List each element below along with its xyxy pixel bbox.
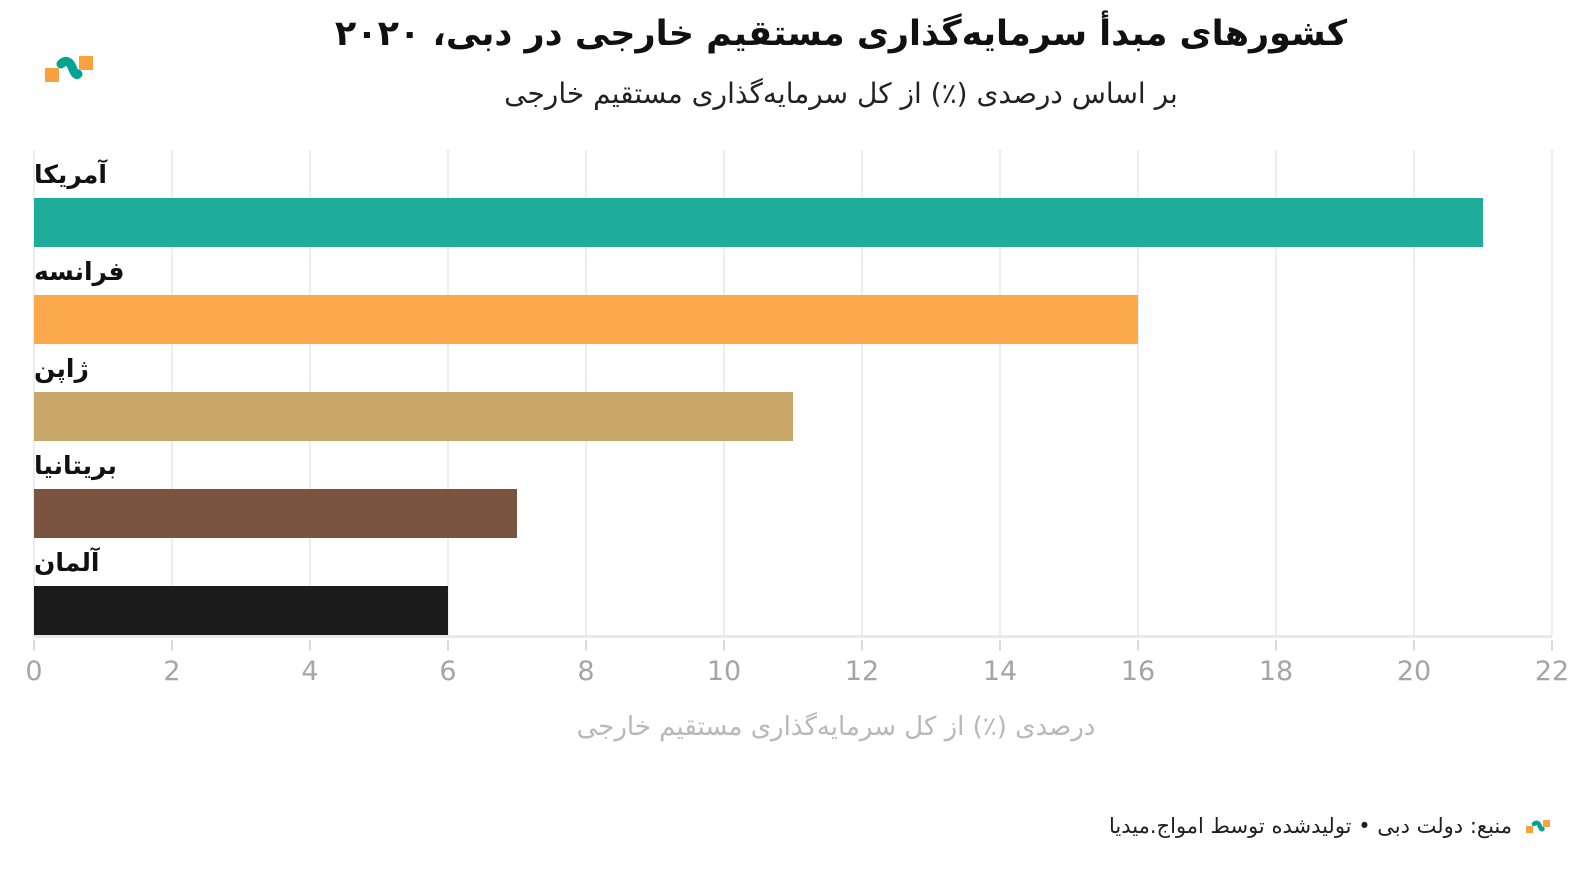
gridline — [861, 150, 863, 635]
tick-mark — [171, 640, 173, 651]
tick-mark — [447, 640, 449, 651]
gridline — [1137, 150, 1139, 635]
bar-label: فرانسه — [34, 257, 125, 286]
plot-area: آمریکا فرانسه ژاپن بریتانیا آلمان — [33, 150, 1553, 638]
chart-subtitle: بر اساس درصدی (٪) از کل سرمایه‌گذاری مست… — [504, 77, 1178, 110]
x-axis-tick-labels: 0 2 4 6 8 10 12 14 16 18 20 22 — [25, 656, 1569, 690]
x-tick-label: 2 — [163, 656, 181, 687]
x-tick-label: 16 — [1120, 656, 1156, 687]
tick-mark — [1551, 640, 1553, 651]
bar-2 — [34, 392, 793, 441]
x-tick-label: 10 — [706, 656, 742, 687]
x-tick-label: 18 — [1258, 656, 1294, 687]
tick-mark — [585, 640, 587, 651]
x-tick-label: 20 — [1396, 656, 1432, 687]
tick-mark — [1275, 640, 1277, 651]
gridline — [1413, 150, 1415, 635]
tick-mark — [1137, 640, 1139, 651]
amwaj-logo-icon — [45, 56, 93, 82]
tick-mark — [1413, 640, 1415, 651]
x-tick-label: 6 — [439, 656, 457, 687]
x-axis-label: درصدی (٪) از کل سرمایه‌گذاری مستقیم خارج… — [576, 712, 1096, 742]
tick-mark — [309, 640, 311, 651]
amwaj-logo-small-icon — [1526, 819, 1550, 833]
tick-mark — [861, 640, 863, 651]
x-tick-label: 8 — [577, 656, 595, 687]
x-tick-label: 0 — [25, 656, 43, 687]
bar-4 — [34, 586, 448, 635]
x-axis-tick-marks — [33, 640, 1553, 652]
bar-row: آلمان — [34, 538, 1552, 635]
bar-label: بریتانیا — [34, 451, 117, 480]
footer: منبع: دولت دبی • تولیدشده توسط امواج.مید… — [1109, 806, 1550, 846]
bar-row: آمریکا — [34, 150, 1552, 247]
bar-0 — [34, 198, 1483, 247]
x-tick-label: 4 — [301, 656, 319, 687]
chart-title: کشورهای مبدأ سرمایه‌گذاری مستقیم خارجی د… — [334, 14, 1348, 54]
x-tick-label: 14 — [982, 656, 1018, 687]
gridline — [999, 150, 1001, 635]
bar-row: فرانسه — [34, 247, 1552, 344]
bar-3 — [34, 489, 517, 538]
bar-rows: آمریکا فرانسه ژاپن بریتانیا آلمان — [34, 150, 1552, 635]
bar-1 — [34, 295, 1138, 344]
bar-row: ژاپن — [34, 344, 1552, 441]
x-tick-label: 22 — [1534, 656, 1570, 687]
source-caption: منبع: دولت دبی • تولیدشده توسط امواج.مید… — [1109, 814, 1512, 838]
tick-mark — [999, 640, 1001, 651]
bar-label: آمریکا — [34, 160, 107, 189]
gridline — [1551, 150, 1553, 635]
bar-label: ژاپن — [34, 354, 89, 383]
tick-mark — [33, 640, 35, 651]
bar-row: بریتانیا — [34, 441, 1552, 538]
gridline — [1275, 150, 1277, 635]
x-tick-label: 12 — [844, 656, 880, 687]
tick-mark — [723, 640, 725, 651]
bar-label: آلمان — [34, 548, 100, 577]
